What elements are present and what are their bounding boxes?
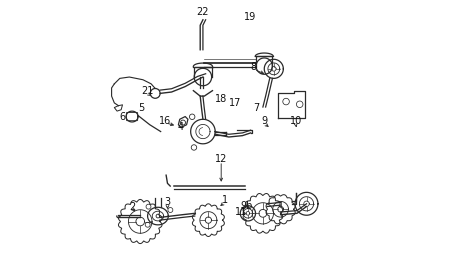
Text: 9b: 9b xyxy=(240,201,253,211)
Text: 17: 17 xyxy=(228,98,241,108)
Text: 11: 11 xyxy=(235,207,247,217)
Text: 22: 22 xyxy=(197,7,209,17)
Text: 16: 16 xyxy=(159,116,172,126)
Text: 21: 21 xyxy=(141,86,154,96)
Text: 8: 8 xyxy=(251,62,257,73)
Text: 9: 9 xyxy=(261,116,267,126)
Text: 1: 1 xyxy=(222,195,228,205)
Text: 7: 7 xyxy=(253,102,259,113)
Text: 19: 19 xyxy=(244,12,256,21)
Text: 4: 4 xyxy=(178,122,184,132)
Text: 10: 10 xyxy=(290,116,302,126)
Text: 18: 18 xyxy=(215,94,227,104)
Text: 12: 12 xyxy=(215,154,228,164)
Text: 5: 5 xyxy=(138,102,145,113)
Text: 3: 3 xyxy=(164,198,171,207)
Text: 2: 2 xyxy=(129,201,135,212)
Text: 6: 6 xyxy=(119,112,125,122)
